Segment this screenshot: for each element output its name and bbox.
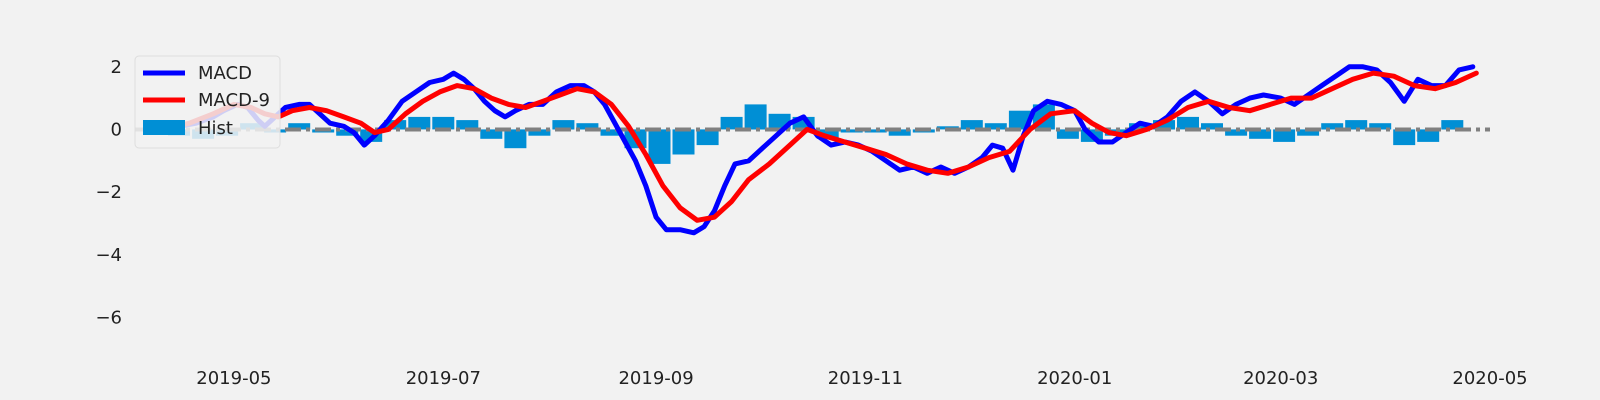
y-tick-label: −2 xyxy=(95,182,122,203)
hist-bar xyxy=(1273,129,1296,142)
x-tick-label: 2019-05 xyxy=(196,368,271,389)
hist-bar xyxy=(1321,123,1344,130)
hist-bar xyxy=(1417,129,1440,142)
hist-bar xyxy=(672,129,695,155)
legend-swatch-hist xyxy=(143,120,185,135)
legend-label-macd: MACD xyxy=(198,63,252,84)
hist-bar xyxy=(480,129,503,139)
hist-bar xyxy=(576,123,599,130)
hist-bar xyxy=(840,129,863,133)
y-tick-label: 2 xyxy=(111,57,122,78)
hist-bar xyxy=(648,129,671,164)
hist-bar xyxy=(888,129,911,136)
hist-bar xyxy=(744,104,767,130)
hist-bar xyxy=(1393,129,1416,146)
hist-bar xyxy=(552,120,575,130)
x-tick-label: 2019-09 xyxy=(618,368,693,389)
hist-bar xyxy=(408,116,431,130)
hist-bar xyxy=(1225,129,1248,136)
hist-bar xyxy=(456,120,479,130)
hist-bar xyxy=(528,129,551,136)
hist-bar xyxy=(1441,120,1464,130)
hist-bar xyxy=(960,120,983,130)
legend-label-hist: Hist xyxy=(198,118,233,139)
y-axis-ticks: 2 0 −2 −4 −6 xyxy=(95,57,122,329)
hist-bar xyxy=(1153,120,1175,130)
legend-label-macd-9: MACD-9 xyxy=(198,90,270,111)
x-tick-label: 2020-01 xyxy=(1037,368,1112,389)
y-tick-label: −4 xyxy=(95,245,122,266)
hist-bar xyxy=(504,129,527,149)
y-tick-label: 0 xyxy=(111,119,122,140)
x-tick-label: 2019-07 xyxy=(406,368,481,389)
hist-bar xyxy=(1369,123,1392,130)
x-tick-label: 2020-05 xyxy=(1452,368,1527,389)
x-tick-label: 2019-11 xyxy=(828,368,903,389)
hist-bar xyxy=(1201,123,1223,130)
hist-bar xyxy=(696,129,719,146)
x-axis-ticks: 2019-05 2019-07 2019-09 2019-11 2020-01 2020-… xyxy=(196,368,1527,389)
series-line-macd-9 xyxy=(159,70,1479,223)
hist-bar xyxy=(1345,120,1368,130)
hist-bar xyxy=(1249,129,1272,139)
hist-bar xyxy=(1177,116,1199,130)
hist-bar xyxy=(336,129,359,136)
hist-bar xyxy=(720,116,743,130)
hist-bar xyxy=(288,123,311,130)
hist-bar xyxy=(984,123,1007,130)
legend: MACD MACD-9 Hist xyxy=(134,55,281,149)
hist-bar xyxy=(432,116,455,130)
y-tick-label: −6 xyxy=(95,307,122,328)
hist-bar xyxy=(864,129,887,133)
x-tick-label: 2020-03 xyxy=(1243,368,1318,389)
hist-bar xyxy=(1129,123,1151,130)
series-lines xyxy=(159,64,1479,236)
hist-bar xyxy=(1297,129,1320,136)
hist-bar xyxy=(816,129,839,139)
hist-bar xyxy=(600,129,623,136)
hist-bar xyxy=(1056,129,1079,139)
